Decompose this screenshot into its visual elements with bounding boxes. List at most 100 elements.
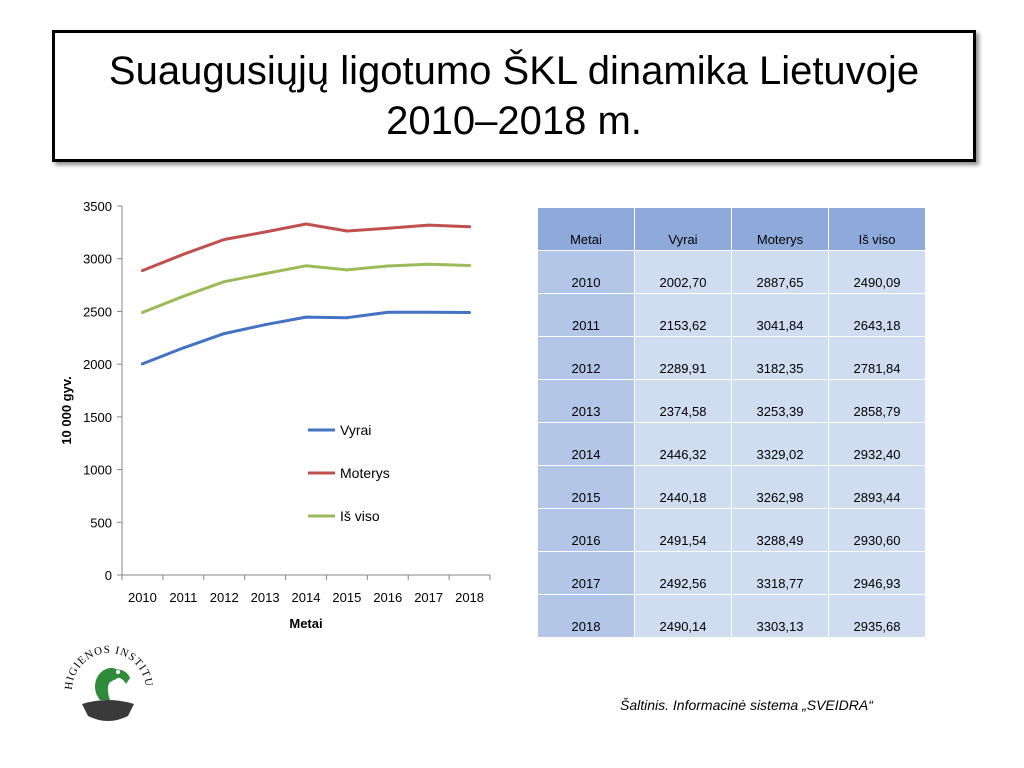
- y-tick-label: 2000: [83, 357, 112, 372]
- table-row: 2015 2440,18 3262,98 2893,44: [537, 465, 926, 509]
- data-point: [427, 310, 431, 314]
- source-note: Šaltinis. Informacinė sistema „SVEIDRA“: [620, 697, 873, 713]
- table-cell: 2946,93: [828, 551, 926, 595]
- data-point: [386, 264, 390, 268]
- table-cell: 2153,62: [634, 293, 732, 337]
- data-point: [140, 362, 144, 366]
- table-cell: 2014: [537, 422, 635, 466]
- table-cell: 2374,58: [634, 379, 732, 423]
- legend-label: Iš viso: [340, 508, 380, 524]
- table-body: 2010 2002,70 2887,65 2490,09 2011 2153,62 3041…: [537, 250, 926, 638]
- table-row: 2013 2374,58 3253,39 2858,79: [537, 379, 926, 423]
- data-point: [140, 269, 144, 273]
- legend-label: Moterys: [340, 465, 390, 481]
- table-row: 2018 2490,14 3303,13 2935,68: [537, 594, 926, 638]
- table-cell: 3329,02: [731, 422, 829, 466]
- x-tick-label: 2011: [169, 590, 197, 605]
- data-point: [263, 230, 267, 234]
- x-tick-label: 2016: [373, 590, 402, 605]
- data-point: [304, 264, 308, 268]
- table-row: 2014 2446,32 3329,02 2932,40: [537, 422, 926, 466]
- x-tick-label: 2017: [414, 590, 443, 605]
- table-row: 2010 2002,70 2887,65 2490,09: [537, 250, 926, 294]
- data-point: [345, 316, 349, 320]
- table-cell: 3041,84: [731, 293, 829, 337]
- data-point: [181, 346, 185, 350]
- table-cell: 2932,40: [828, 422, 926, 466]
- x-tick-label: 2018: [455, 590, 484, 605]
- x-tick-label: 2012: [210, 590, 239, 605]
- table-cell: 2446,32: [634, 422, 732, 466]
- y-tick-label: 1000: [83, 463, 112, 478]
- series-line-iš-viso: [141, 262, 470, 314]
- table-header-cell: Metai: [537, 207, 635, 251]
- title-box: Suaugusiųjų ligotumo ŠKL dinamika Lietuv…: [52, 30, 976, 162]
- data-point: [427, 223, 431, 227]
- table-cell: 2015: [537, 465, 635, 509]
- table-cell: 2017: [537, 551, 635, 595]
- table-cell: 2010: [537, 250, 635, 294]
- x-axis-title: Metai: [289, 616, 322, 631]
- data-point: [222, 332, 226, 336]
- data-point: [468, 225, 472, 229]
- page-title-line2: 2010–2018 m.: [386, 99, 642, 143]
- y-tick-label: 2500: [83, 304, 112, 319]
- x-tick-label: 2010: [128, 590, 157, 605]
- table-row: 2017 2492,56 3318,77 2946,93: [537, 551, 926, 595]
- data-point: [181, 294, 185, 298]
- line-chart: 0 500 1000 1500 2000 2500 3000 3500 2010 2011 2012…: [59, 199, 491, 631]
- table-row: 2016 2491,54 3288,49 2930,60: [537, 508, 926, 552]
- table-row: 2011 2153,62 3041,84 2643,18: [537, 293, 926, 337]
- y-tick-label: 1500: [83, 410, 112, 425]
- table-cell: 2490,09: [828, 250, 926, 294]
- table-cell: 3303,13: [731, 594, 829, 638]
- data-point: [386, 226, 390, 230]
- table-header-cell: Iš viso: [828, 207, 926, 251]
- table-cell: 2893,44: [828, 465, 926, 509]
- y-tick-label: 3000: [83, 252, 112, 267]
- table-cell: 2643,18: [828, 293, 926, 337]
- table-header-cell: Vyrai: [634, 207, 732, 251]
- table-cell: 2935,68: [828, 594, 926, 638]
- data-point: [386, 310, 390, 314]
- table-cell: 2491,54: [634, 508, 732, 552]
- x-tick-label: 2013: [251, 590, 280, 605]
- data-point: [427, 262, 431, 266]
- x-tick-label: 2014: [292, 590, 321, 605]
- data-point: [304, 222, 308, 226]
- table-cell: 2289,91: [634, 336, 732, 380]
- data-point: [222, 280, 226, 284]
- table-cell: 3318,77: [731, 551, 829, 595]
- data-point: [263, 323, 267, 327]
- series-line-vyrai: [141, 310, 470, 366]
- y-tick-label: 500: [90, 515, 112, 530]
- higienos-institutas-logo: HIGIENOS INSTITUTAS: [60, 636, 154, 721]
- table-header-row: Metai Vyrai Moterys Iš viso: [537, 207, 926, 251]
- legend-label: Vyrai: [340, 422, 371, 438]
- table-cell: 2002,70: [634, 250, 732, 294]
- y-tick-label: 3500: [83, 199, 112, 214]
- x-tick-label: 2015: [332, 590, 361, 605]
- data-point: [304, 315, 308, 319]
- table-cell: 3288,49: [731, 508, 829, 552]
- table-cell: 2858,79: [828, 379, 926, 423]
- table-cell: 3253,39: [731, 379, 829, 423]
- data-point: [468, 310, 472, 314]
- table-cell: 2013: [537, 379, 635, 423]
- table-cell: 2930,60: [828, 508, 926, 552]
- table-cell: 2492,56: [634, 551, 732, 595]
- page-title-line1: Suaugusiųjų ligotumo ŠKL dinamika Lietuv…: [108, 49, 920, 93]
- table-cell: 2440,18: [634, 465, 732, 509]
- data-point: [140, 310, 144, 314]
- table-row: 2012 2289,91 3182,35 2781,84: [537, 336, 926, 380]
- table-cell: 2016: [537, 508, 635, 552]
- table-cell: 2887,65: [731, 250, 829, 294]
- table-cell: 2018: [537, 594, 635, 638]
- table-cell: 2011: [537, 293, 635, 337]
- table-cell: 2012: [537, 336, 635, 380]
- data-point: [468, 263, 472, 267]
- data-point: [345, 229, 349, 233]
- table-header-cell: Moterys: [731, 207, 829, 251]
- data-point: [345, 268, 349, 272]
- data-point: [263, 272, 267, 276]
